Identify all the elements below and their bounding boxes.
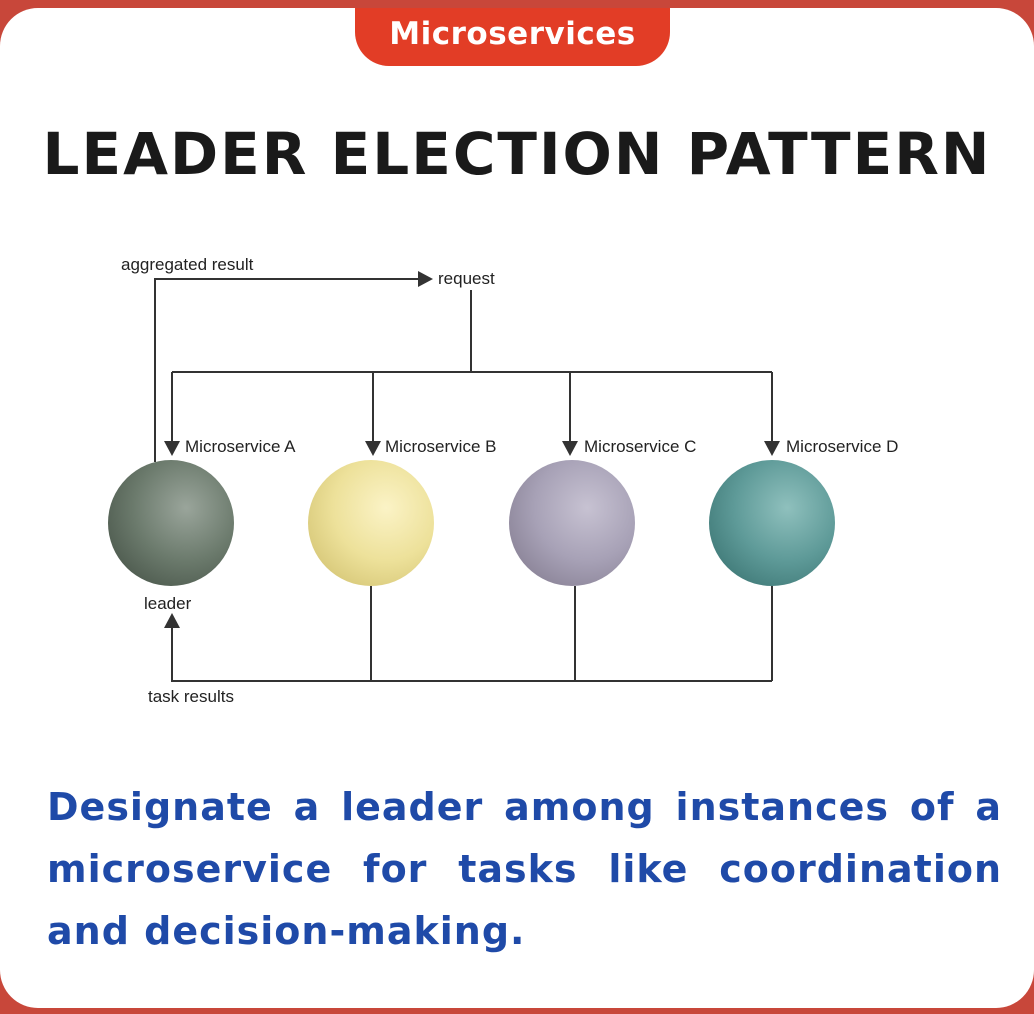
task-results-bus: [171, 628, 772, 682]
microservice-b-label: Microservice B: [385, 437, 496, 456]
aggregated-result-line: [154, 278, 420, 462]
leader-arrow-icon: [164, 613, 180, 628]
page-title: LEADER ELECTION PATTERN: [42, 120, 992, 188]
microservice-a-node: [108, 460, 234, 586]
category-tag-label: Microservices: [389, 16, 636, 52]
microservice-a-label: Microservice A: [185, 437, 296, 456]
microservice-c-node: [509, 460, 635, 586]
arrow-down-icon-c: [562, 441, 578, 456]
arrowheads: [164, 271, 780, 628]
description: Designate a leader among instances of a …: [47, 785, 1002, 953]
arrow-down-icon-b: [365, 441, 381, 456]
arrow-down-icon-d: [764, 441, 780, 456]
connector-lines: [154, 278, 773, 682]
request-arrow-icon: [418, 271, 433, 287]
microservice-d-label: Microservice D: [786, 437, 898, 456]
arrow-down-icon-a: [164, 441, 180, 456]
microservice-c-label: Microservice C: [584, 437, 696, 456]
category-tag: Microservices: [355, 8, 670, 66]
request-label: request: [438, 269, 495, 288]
task-results-label: task results: [148, 687, 234, 706]
microservice-d-node: [709, 460, 835, 586]
aggregated-result-label: aggregated result: [121, 255, 254, 274]
microservice-b-node: [308, 460, 434, 586]
leader-label: leader: [144, 594, 192, 613]
